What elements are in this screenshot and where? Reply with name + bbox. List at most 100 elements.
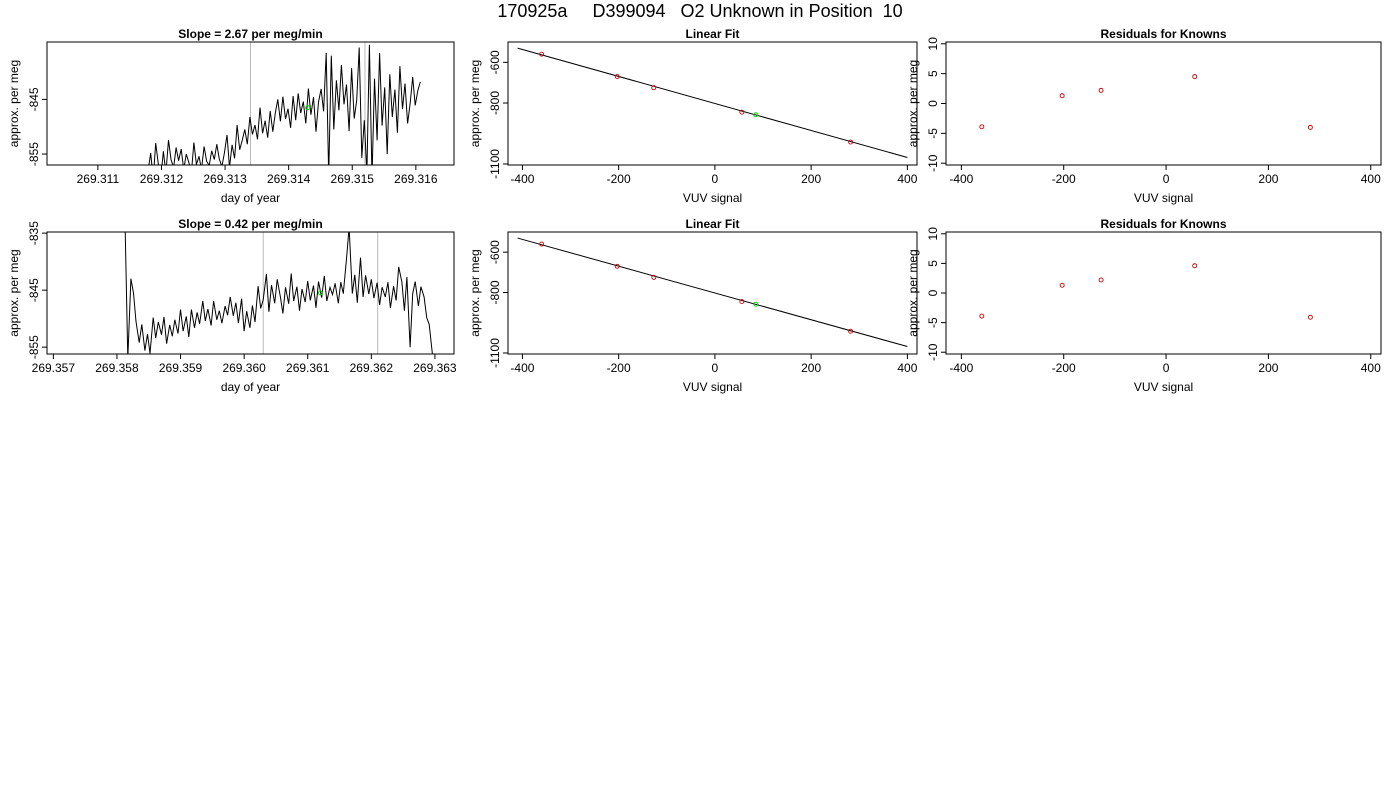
y-axis-label: approx. per meg <box>7 249 21 336</box>
x-tick-label: 269.315 <box>331 172 375 186</box>
x-tick-label: -400 <box>949 172 973 186</box>
y-axis-label: approx. per meg <box>468 249 482 336</box>
y-tick-label: -600 <box>488 50 502 74</box>
unknown-point <box>305 105 311 111</box>
known-point <box>739 109 745 115</box>
x-tick-label: -200 <box>1052 361 1076 375</box>
y-tick-label: -1100 <box>488 149 502 179</box>
y-tick-label: -845 <box>27 87 41 111</box>
x-tick-label: 400 <box>897 172 917 186</box>
y-axis-label: approx. per meg <box>7 60 21 147</box>
y-tick-label: -5 <box>926 128 940 139</box>
x-axis-label: VUV signal <box>1134 191 1193 205</box>
known-point <box>979 313 985 319</box>
chart-panels: 269.311 269.312 269.313 269.314 269.315 269.3… <box>7 27 1382 394</box>
x-tick-label: -200 <box>1052 172 1076 186</box>
chart-panel-5: -400 -200 0 200 400 -1100 -800 -600 Linear Fit VU… <box>468 217 918 394</box>
known-point <box>1192 74 1198 80</box>
x-tick-label: 0 <box>712 172 719 186</box>
y-tick-label: 10 <box>926 227 940 241</box>
plot-frame <box>46 41 455 166</box>
y-tick-label: -600 <box>488 240 502 264</box>
known-point <box>1307 314 1313 320</box>
x-tick-label: 269.362 <box>350 361 394 375</box>
unknown-point <box>317 290 323 296</box>
x-tick-label: 400 <box>897 361 917 375</box>
known-point <box>651 85 657 91</box>
x-tick-label: 269.359 <box>159 361 203 375</box>
chart-panel-6: -400 -200 0 200 400 -10 -5 0 5 10 Residuals for Kn… <box>906 217 1382 394</box>
unknown-point <box>753 112 759 118</box>
y-tick-label: 0 <box>926 289 940 296</box>
x-axis-label: VUV signal <box>1134 380 1193 394</box>
known-point <box>539 51 545 57</box>
x-tick-label: -200 <box>607 361 631 375</box>
x-tick-label: 0 <box>712 361 719 375</box>
known-point <box>848 328 854 334</box>
x-tick-label: 0 <box>1163 172 1170 186</box>
y-tick-label: -10 <box>926 154 940 172</box>
chart-panel-3: -400 -200 0 200 400 -10 -5 0 5 10 Residuals for Kn… <box>906 27 1382 205</box>
x-tick-label: 269.360 <box>222 361 266 375</box>
y-tick-label: -855 <box>27 335 41 359</box>
x-tick-label: 269.312 <box>140 172 184 186</box>
known-point <box>614 263 620 269</box>
known-point <box>651 274 657 280</box>
plot-area <box>124 232 433 354</box>
series-line <box>124 232 433 354</box>
x-tick-label: 200 <box>1258 172 1278 186</box>
x-tick-label: -400 <box>510 172 534 186</box>
x-tick-label: 269.361 <box>286 361 330 375</box>
x-tick-label: 269.314 <box>267 172 311 186</box>
chart-panel-4: 269.357 269.358 269.359 269.360 269.361 269.3… <box>7 217 457 394</box>
x-tick-label: -400 <box>510 361 534 375</box>
plot-area <box>979 263 1313 320</box>
known-point <box>1098 87 1104 93</box>
plot-frame <box>507 231 918 355</box>
plot-area <box>517 237 908 348</box>
y-axis-label: approx. per meg <box>906 249 920 336</box>
y-tick-label: -800 <box>488 91 502 115</box>
series-line <box>148 44 421 165</box>
x-axis-label: VUV signal <box>683 191 742 205</box>
y-tick-label: -1100 <box>488 338 502 368</box>
plot-frame <box>507 41 918 166</box>
chart-panel-2: -400 -200 0 200 400 -1100 -800 -600 Linear Fit VU… <box>468 27 918 205</box>
known-point <box>1307 124 1313 130</box>
known-point <box>1059 282 1065 288</box>
known-point <box>739 299 745 305</box>
panel-title: Slope = 0.42 per meg/min <box>178 217 322 231</box>
x-axis-label: VUV signal <box>683 380 742 394</box>
x-tick-label: 269.363 <box>413 361 457 375</box>
x-tick-label: 200 <box>1258 361 1278 375</box>
plot-frame <box>945 41 1382 166</box>
unknown-point <box>753 301 759 307</box>
x-axis-label: day of year <box>221 191 280 205</box>
plot-area <box>979 74 1313 130</box>
y-tick-label: 0 <box>926 100 940 107</box>
y-tick-label: -855 <box>27 142 41 166</box>
y-tick-label: -10 <box>926 343 940 361</box>
x-tick-label: 269.316 <box>394 172 438 186</box>
x-tick-label: 0 <box>1163 361 1170 375</box>
known-point <box>1098 277 1104 283</box>
y-axis-label: approx. per meg <box>468 60 482 147</box>
plot-frame <box>945 231 1382 355</box>
known-point <box>979 124 985 130</box>
fit-line <box>517 237 908 348</box>
y-tick-label: -845 <box>27 278 41 302</box>
y-axis-label: approx. per meg <box>906 60 920 147</box>
panel-title: Residuals for Knowns <box>1100 27 1226 41</box>
x-axis-label: day of year <box>221 380 280 394</box>
x-tick-label: -200 <box>607 172 631 186</box>
x-tick-label: 400 <box>1361 172 1381 186</box>
chart-panel-1: 269.311 269.312 269.313 269.314 269.315 269.3… <box>7 27 455 205</box>
fit-line <box>517 47 908 158</box>
y-tick-label: -5 <box>926 317 940 328</box>
known-point <box>614 74 620 80</box>
x-tick-label: 269.357 <box>32 361 76 375</box>
panel-title: Slope = 2.67 per meg/min <box>178 27 322 41</box>
x-tick-label: 269.311 <box>77 172 120 186</box>
x-tick-label: 269.358 <box>95 361 139 375</box>
